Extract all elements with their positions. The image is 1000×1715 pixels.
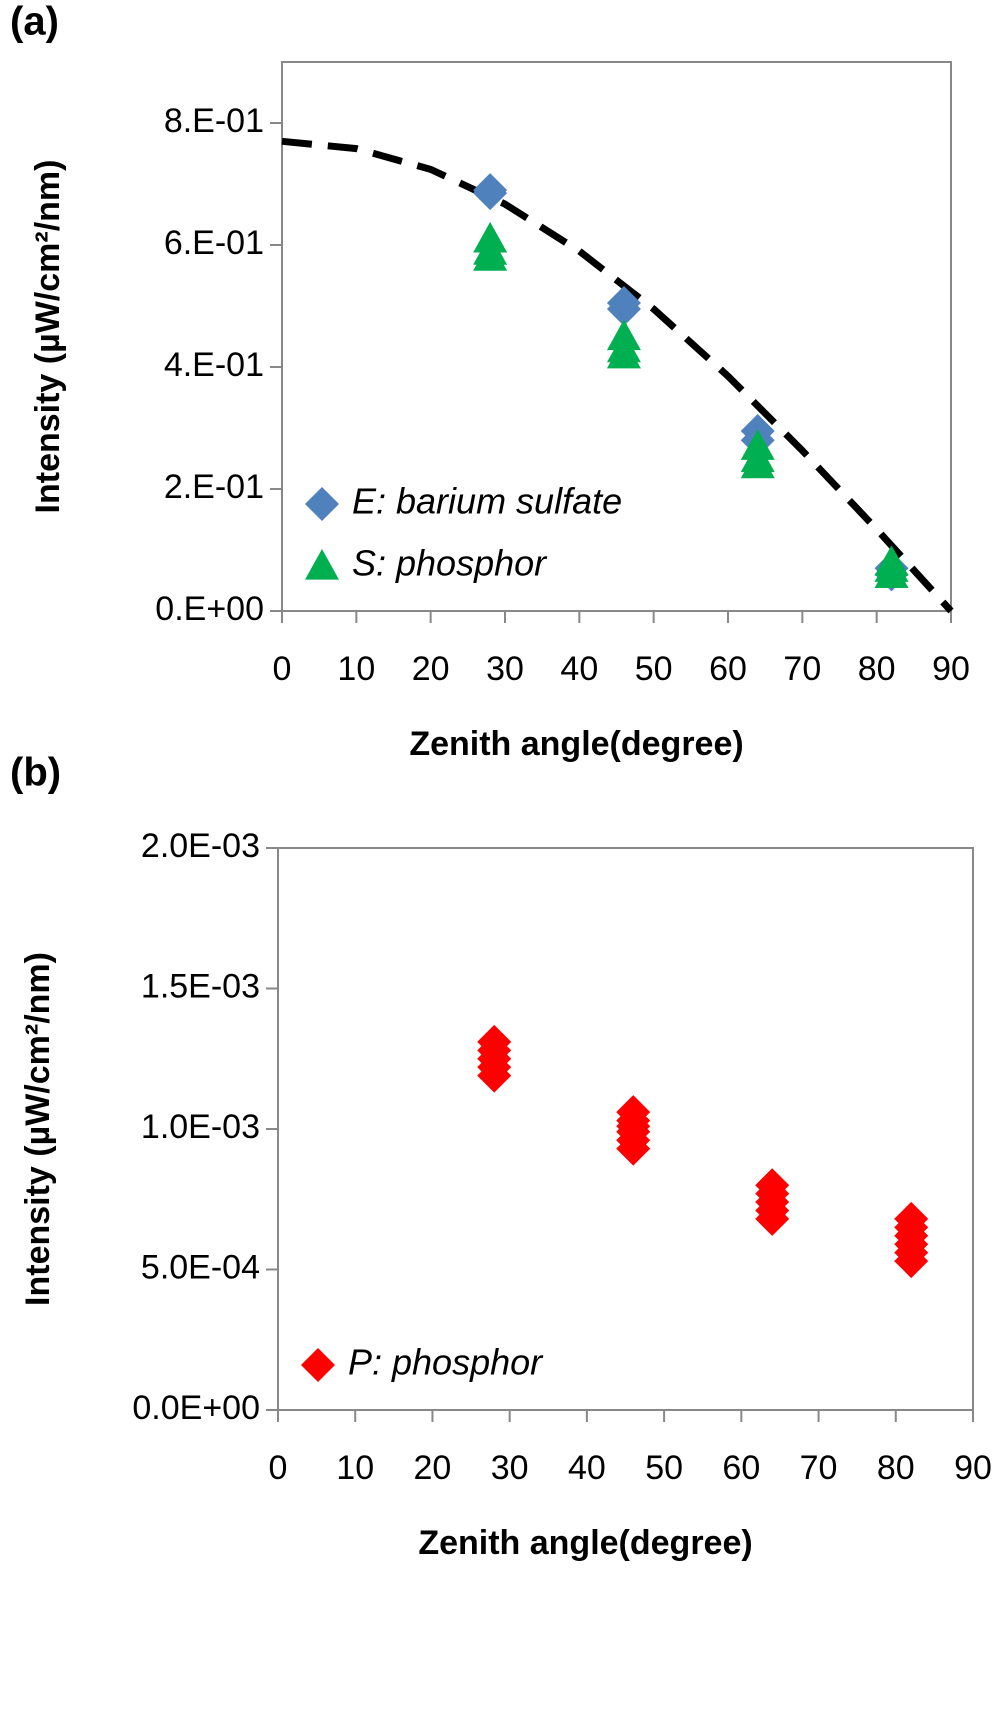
x-tick-label: 10 xyxy=(336,1449,374,1487)
x-tick-label: 90 xyxy=(954,1449,992,1487)
x-tick-label: 60 xyxy=(709,650,747,688)
triangle-marker xyxy=(740,429,775,460)
y-tick-label: 1.0E-03 xyxy=(141,1108,260,1146)
fit-curve xyxy=(281,137,954,614)
x-tick-label: 40 xyxy=(568,1449,606,1487)
diamond-marker xyxy=(473,176,508,211)
panel-label: (b) xyxy=(10,751,61,795)
diamond-marker xyxy=(616,1095,651,1130)
x-tick-label: 70 xyxy=(783,650,821,688)
x-tick-label: 0 xyxy=(273,650,292,688)
y-axis-label: Intensity (µW/cm²/nm) xyxy=(19,952,57,1306)
triangle-marker xyxy=(874,545,909,576)
y-tick-label: 2.0E-03 xyxy=(141,827,260,865)
legend-label: S: phosphor xyxy=(352,543,548,584)
legend-label: P: phosphor xyxy=(348,1342,544,1383)
plot-frame xyxy=(281,61,952,612)
diamond-marker xyxy=(606,292,641,327)
x-tick-label: 0 xyxy=(269,1449,288,1487)
x-tick-label: 70 xyxy=(800,1449,838,1487)
y-tick-label: 5.0E-04 xyxy=(141,1248,260,1286)
y-tick-label: 8.E-01 xyxy=(164,102,264,140)
x-tick-label: 40 xyxy=(560,650,598,688)
triangle-marker xyxy=(473,221,508,253)
x-tick-label: 20 xyxy=(412,650,450,688)
diamond-marker xyxy=(477,1024,512,1059)
x-tick-label: 50 xyxy=(645,1449,683,1487)
diamond-marker xyxy=(305,487,339,521)
triangle-marker xyxy=(606,319,641,351)
x-tick-label: 20 xyxy=(414,1449,452,1487)
y-tick-label: 6.E-01 xyxy=(164,224,264,262)
x-tick-label: 30 xyxy=(491,1449,529,1487)
y-tick-label: 0.0E+00 xyxy=(132,1389,260,1427)
diamond-marker xyxy=(755,1168,790,1203)
x-tick-label: 60 xyxy=(722,1449,760,1487)
diamond-marker xyxy=(894,1201,929,1236)
diamond-marker xyxy=(301,1348,335,1382)
y-axis-label: Intensity (µW/cm²/nm) xyxy=(29,160,67,514)
x-tick-label: 80 xyxy=(877,1449,915,1487)
y-tick-label: 1.5E-03 xyxy=(141,967,260,1005)
x-tick-label: 30 xyxy=(486,650,524,688)
x-tick-label: 50 xyxy=(635,650,673,688)
x-tick-label: 10 xyxy=(337,650,375,688)
x-axis-label: Zenith angle(degree) xyxy=(409,725,743,763)
y-tick-label: 2.E-01 xyxy=(164,468,264,506)
panel-label: (a) xyxy=(10,0,59,44)
y-tick-label: 4.E-01 xyxy=(164,346,264,384)
y-tick-label: 0.E+00 xyxy=(155,590,264,628)
x-axis-label: Zenith angle(degree) xyxy=(418,1524,752,1562)
x-tick-label: 80 xyxy=(858,650,896,688)
x-tick-label: 90 xyxy=(932,650,970,688)
legend-label: E: barium sulfate xyxy=(352,481,622,522)
triangle-marker xyxy=(305,549,339,580)
